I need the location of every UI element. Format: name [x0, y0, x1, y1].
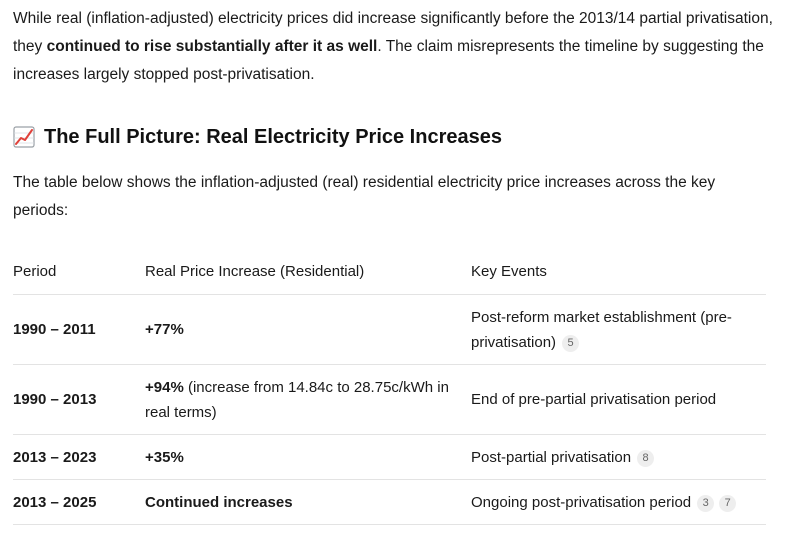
section-heading-text: The Full Picture: Real Electricity Price…: [44, 125, 502, 148]
increase-cell: +94% (increase from 14.84c to 28.75c/kWh…: [145, 364, 471, 435]
section-heading: The Full Picture: Real Electricity Price…: [13, 122, 776, 152]
period-cell: 1990 – 2013: [13, 364, 145, 435]
intro-paragraph: While real (inflation-adjusted) electric…: [13, 0, 773, 89]
period-cell: 2013 – 2025: [13, 479, 145, 525]
table-row: 1990 – 2011 +77% Post-reform market esta…: [13, 294, 766, 365]
table-row: 2013 – 2023 +35% Post-partial privatisat…: [13, 434, 766, 480]
event-cell: End of pre-partial privatisation period: [471, 364, 766, 435]
table-row: 2013 – 2025 Continued increases Ongoing …: [13, 479, 766, 525]
intro-text-2: . The claim misrepresents the timeline b…: [13, 38, 764, 83]
citation-badge[interactable]: 5: [562, 334, 580, 352]
period-cell: 2013 – 2023: [13, 434, 145, 480]
price-increase-table: Period Real Price Increase (Residential)…: [13, 249, 766, 525]
column-header-increase: Real Price Increase (Residential): [145, 249, 471, 295]
event-cell: Ongoing post-privatisation period 3 7: [471, 479, 766, 525]
column-header-events: Key Events: [471, 249, 766, 295]
event-text: Ongoing post-privatisation period: [471, 493, 692, 511]
table-row: 1990 – 2013 +94% (increase from 14.84c t…: [13, 364, 766, 435]
citation-badge[interactable]: 8: [637, 449, 655, 467]
event-text: Post-reform market establishment (pre-pr…: [471, 308, 732, 351]
column-header-period: Period: [13, 249, 145, 295]
increase-value: Continued increases: [145, 493, 293, 511]
increase-value: +94%: [145, 378, 184, 396]
event-cell: Post-reform market establishment (pre-pr…: [471, 294, 766, 365]
intro-bold-text: continued to rise substantially after it…: [46, 38, 378, 55]
event-cell: Post-partial privatisation 8: [471, 434, 766, 480]
intro-text-1: While real (inflation-adjusted) electric…: [13, 10, 773, 55]
increase-cell: +35%: [145, 434, 471, 480]
increase-cell: +77%: [145, 294, 471, 365]
event-text: End of pre-partial privatisation period: [471, 391, 717, 408]
chart-increasing-icon: [13, 126, 35, 148]
increase-detail: (increase from 14.84c to 28.75c/kWh in r…: [145, 378, 449, 421]
table-intro-paragraph: The table below shows the inflation-adju…: [13, 174, 716, 219]
increase-value: +35%: [145, 448, 184, 466]
increase-value: +77%: [145, 321, 184, 338]
event-text: Post-partial privatisation: [471, 448, 632, 466]
table-header-row: Period Real Price Increase (Residential)…: [13, 249, 766, 295]
citation-badge[interactable]: 7: [719, 494, 737, 512]
increase-cell: Continued increases: [145, 479, 471, 525]
period-cell: 1990 – 2011: [13, 294, 145, 365]
citation-badge[interactable]: 3: [697, 494, 715, 512]
